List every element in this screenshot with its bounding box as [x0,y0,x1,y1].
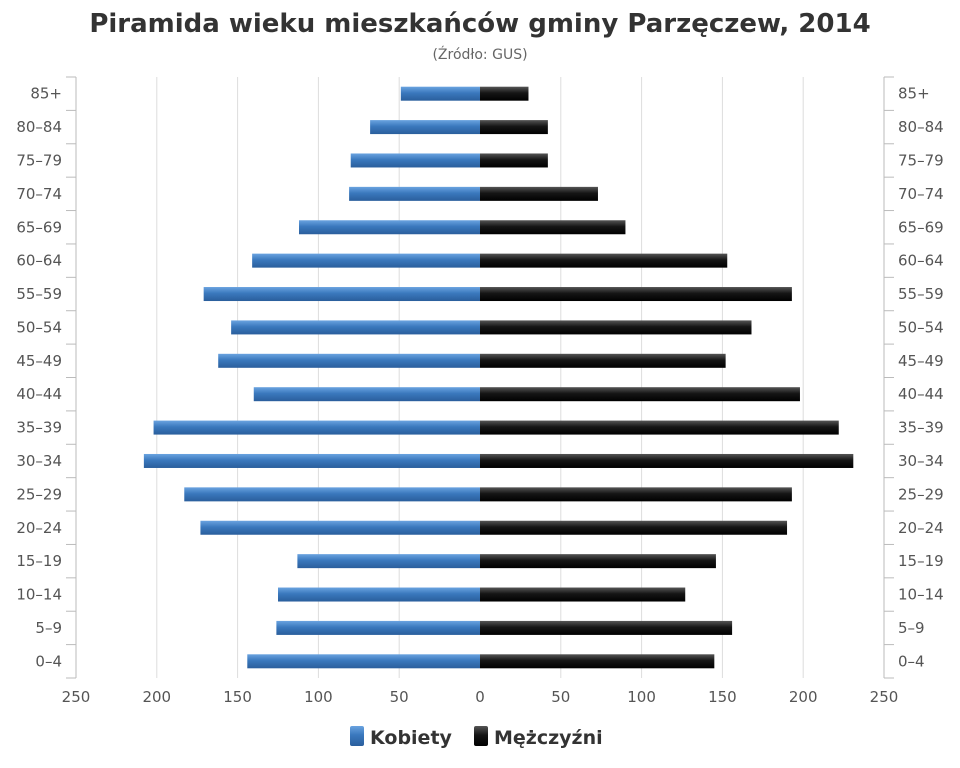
age-label-left: 80–84 [16,118,62,136]
x-tick-label: 200 [789,688,818,706]
chart-subtitle: (Źródło: GUS) [432,45,527,63]
x-tick-label: 200 [142,688,171,706]
bar-female-20-24[interactable] [200,520,480,535]
x-tick-label: 150 [708,688,737,706]
age-label-right: 0–4 [898,652,925,670]
age-label-left: 15–19 [16,552,62,570]
x-tick-label: 50 [390,688,409,706]
bar-male-40-44[interactable] [480,387,800,402]
age-label-left: 0–4 [35,652,62,670]
age-label-left: 50–54 [16,318,62,336]
legend[interactable]: Kobiety Mężczyźni [350,726,603,749]
age-label-right: 65–69 [898,218,944,236]
bar-male-60-64[interactable] [480,253,728,268]
age-label-right: 60–64 [898,252,944,270]
bar-male-5-9[interactable] [480,620,733,635]
legend-label-male: Mężczyźni [494,727,603,749]
legend-item-male[interactable]: Mężczyźni [474,726,603,749]
x-tick-label: 0 [475,688,485,706]
age-label-right: 85+ [898,85,930,103]
x-axis-tick-labels: 250 200 150 100 50 0 50 100 150 200 250 [62,688,899,706]
age-label-right: 70–74 [898,185,944,203]
bars [143,86,854,669]
bar-female-60-64[interactable] [252,253,480,268]
age-label-right: 35–39 [898,419,944,437]
age-label-right: 40–44 [898,385,944,403]
age-label-left: 65–69 [16,218,62,236]
age-label-left: 70–74 [16,185,62,203]
bar-female-75-79[interactable] [350,153,480,168]
age-label-left: 25–29 [16,485,62,503]
age-label-left: 85+ [30,85,62,103]
bar-female-25-29[interactable] [184,487,480,502]
bar-male-10-14[interactable] [480,587,686,602]
age-label-right: 50–54 [898,318,944,336]
age-label-right: 5–9 [898,619,925,637]
chart-title: Piramida wieku mieszkańców gminy Parzęcz… [89,9,870,39]
bar-female-65-69[interactable] [299,220,480,235]
age-label-left: 10–14 [16,586,62,604]
bar-male-20-24[interactable] [480,520,788,535]
bar-female-10-14[interactable] [278,587,480,602]
x-tick-label: 150 [223,688,252,706]
age-group-labels: 0–4 0–4 5–9 5–9 10–14 10–14 15–19 15–19 20–24 20–… [16,85,943,671]
age-label-right: 30–34 [898,452,944,470]
bar-male-35-39[interactable] [480,420,839,435]
legend-swatch-female [350,726,364,746]
bar-male-50-54[interactable] [480,320,752,335]
bar-male-45-49[interactable] [480,353,726,368]
bar-female-30-34[interactable] [143,453,480,468]
bar-female-40-44[interactable] [253,387,480,402]
legend-swatch-male [474,726,488,746]
age-label-left: 40–44 [16,385,62,403]
axes [66,76,894,679]
bar-female-55-59[interactable] [203,287,480,302]
bar-male-55-59[interactable] [480,287,792,302]
legend-label-female: Kobiety [370,727,453,749]
x-tick-label: 250 [62,688,91,706]
age-label-right: 20–24 [898,519,944,537]
bar-female-0-4[interactable] [247,654,480,669]
age-label-right: 15–19 [898,552,944,570]
bar-male-80-84[interactable] [480,120,548,135]
age-label-left: 5–9 [35,619,62,637]
age-label-left: 55–59 [16,285,62,303]
age-label-right: 45–49 [898,352,944,370]
age-label-left: 20–24 [16,519,62,537]
bar-female-80-84[interactable] [370,120,480,135]
bar-female-15-19[interactable] [297,554,480,569]
legend-item-female[interactable]: Kobiety [350,726,453,749]
bar-male-70-74[interactable] [480,186,598,201]
age-label-left: 45–49 [16,352,62,370]
age-label-left: 35–39 [16,419,62,437]
bar-male-75-79[interactable] [480,153,548,168]
bar-female-45-49[interactable] [218,353,480,368]
bar-female-50-54[interactable] [231,320,480,335]
age-label-right: 25–29 [898,485,944,503]
age-label-left: 30–34 [16,452,62,470]
age-label-right: 80–84 [898,118,944,136]
x-tick-label: 250 [870,688,899,706]
bar-male-0-4[interactable] [480,654,715,669]
bar-female-35-39[interactable] [153,420,480,435]
age-label-right: 10–14 [898,586,944,604]
bar-female-70-74[interactable] [349,186,480,201]
bar-male-85+[interactable] [480,86,529,101]
x-tick-label: 100 [627,688,656,706]
age-label-left: 60–64 [16,252,62,270]
bar-male-65-69[interactable] [480,220,626,235]
bar-male-30-34[interactable] [480,453,854,468]
bar-female-85+[interactable] [400,86,480,101]
bar-male-15-19[interactable] [480,554,716,569]
age-label-right: 75–79 [898,151,944,169]
age-label-right: 55–59 [898,285,944,303]
bar-male-25-29[interactable] [480,487,792,502]
grid-lines [156,77,804,678]
x-tick-label: 100 [304,688,333,706]
age-label-left: 75–79 [16,151,62,169]
bar-female-5-9[interactable] [276,620,480,635]
x-tick-label: 50 [551,688,570,706]
